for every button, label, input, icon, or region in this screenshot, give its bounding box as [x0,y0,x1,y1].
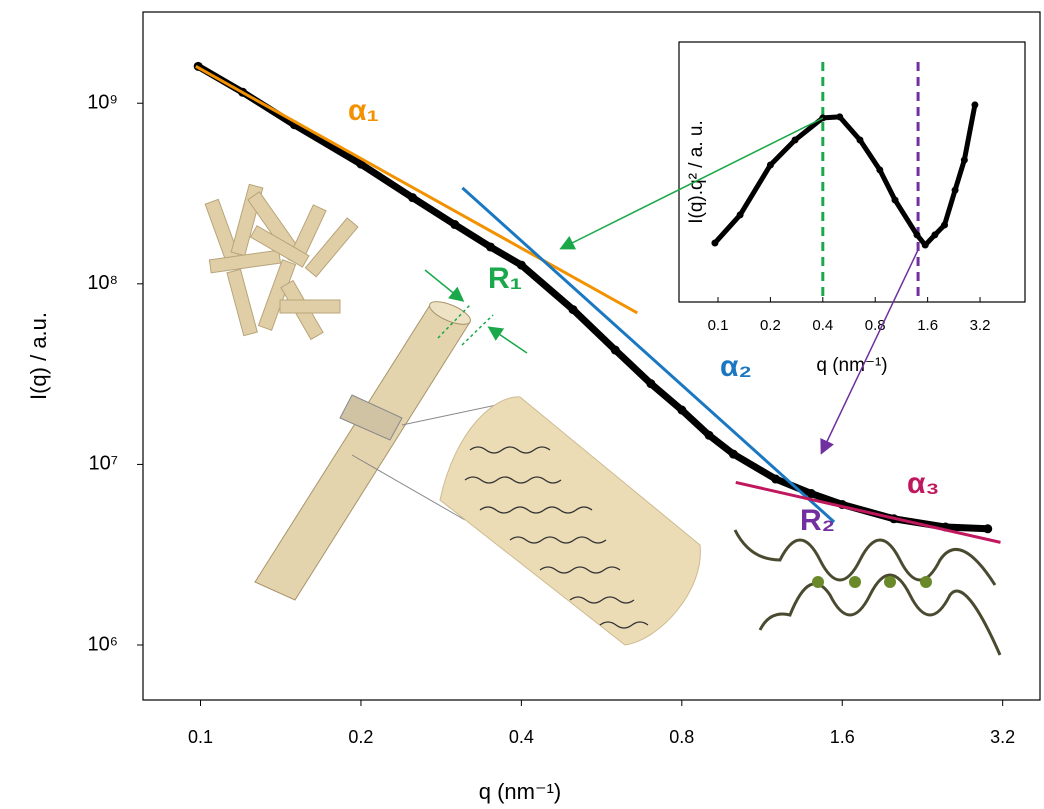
chart: 0.1 0.2 0.4 0.8 1.6 3.2 10⁶ 10⁷ 10⁸ 10⁹ q (nm⁻¹) I(… [0,0,1044,809]
chain-cartoon [735,530,1000,655]
x-tick-label: 1.6 [830,727,855,747]
data-point [450,220,459,229]
x-tick-label: 0.2 [760,317,781,334]
data-point [569,305,578,314]
data-point [486,242,495,251]
data-point [771,475,780,484]
annotation: α₃ [907,467,939,500]
x-tick-label: 0.1 [708,317,729,334]
annotation: R₁ [488,262,522,295]
data-point [767,161,774,168]
data-point [922,242,929,249]
inset-background [679,42,1025,302]
data-point [961,157,968,164]
y-axis-label: I(q).q² / a. u. [686,120,707,223]
cylinder [255,297,700,645]
fit-line [736,482,1001,542]
y-tick-label: 10⁶ [88,633,118,655]
data-point [836,113,843,120]
x-tick-label: 0.1 [188,727,213,747]
data-point [792,137,799,144]
data-point [705,431,714,440]
data-point [737,211,744,218]
annotation: R₂ [800,504,835,537]
y-tick-label: 10⁸ [87,272,118,294]
y-axis-label: I(q) / a.u. [26,312,51,400]
y-tick-label: 10⁹ [87,92,118,114]
y-tick-label: 10⁷ [89,453,118,475]
data-point [856,137,863,144]
data-point [983,524,992,533]
data-point [876,166,883,173]
data-point [952,187,959,194]
data-point [941,222,948,229]
x-tick-label: 3.2 [990,727,1015,747]
data-point [729,450,738,459]
x-tick-label: 0.4 [509,727,534,747]
x-axis-label: q (nm⁻¹) [479,779,562,804]
x-tick-label: 0.8 [669,727,694,747]
data-point [913,231,920,238]
data-point [646,379,655,388]
annotation: α₂ [720,350,752,383]
data-point [892,197,899,204]
x-tick-label: 1.6 [917,317,938,334]
x-tick-label: 0.4 [812,317,833,334]
x-axis-label: q (nm⁻¹) [816,355,887,376]
page: 0.1 0.2 0.4 0.8 1.6 3.2 10⁶ 10⁷ 10⁸ 10⁹ q (nm⁻¹) I(… [0,0,1044,809]
data-point [711,239,718,246]
x-tick-label: 0.2 [348,727,373,747]
rod-cluster [205,184,358,339]
annotation: α₁ [348,94,379,127]
data-point [931,231,938,238]
data-point [611,346,620,355]
data-point [677,406,686,415]
data-point [971,101,978,108]
data-point [408,193,417,202]
x-tick-label: 3.2 [970,317,991,334]
